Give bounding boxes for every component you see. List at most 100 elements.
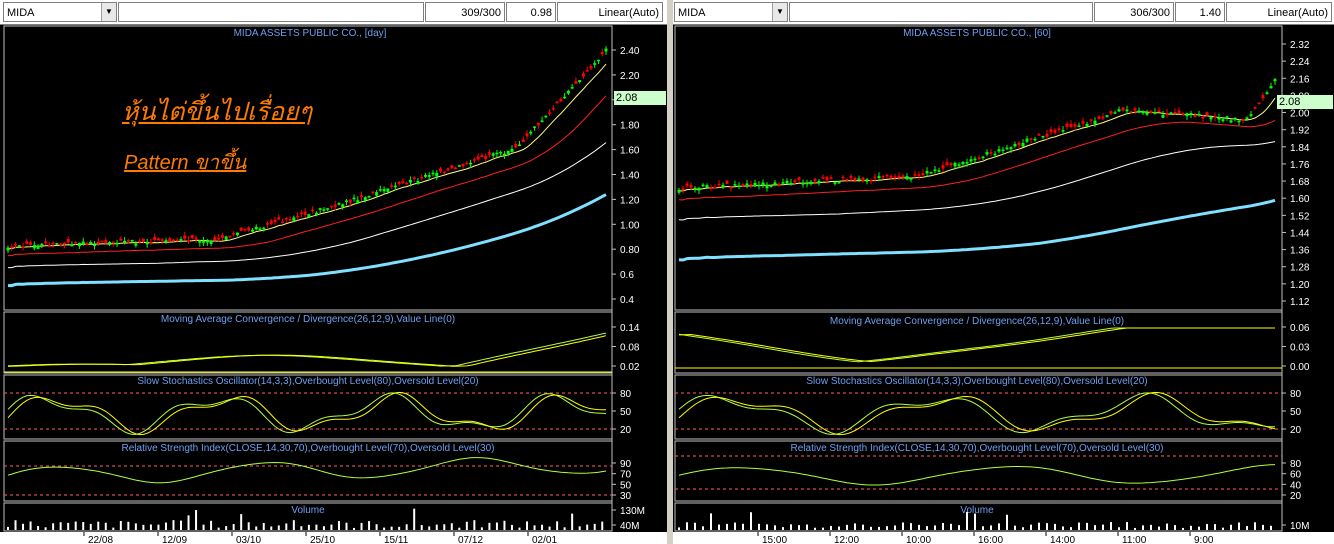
candle-body bbox=[153, 236, 157, 241]
candle-body bbox=[1261, 95, 1265, 99]
candle-body bbox=[363, 197, 367, 201]
rsi-tick-label: 50 bbox=[620, 480, 632, 491]
chart-window-hourly[interactable]: MIDA ▼ 306/300 1.40 Linear(Auto) 2.32 2.2… bbox=[673, 0, 1334, 544]
moving-average-long bbox=[678, 198, 1276, 262]
chart-canvas-daily[interactable]: 2.402.202.001.801.601.401.201.000.800.60… bbox=[0, 0, 667, 544]
candle-body bbox=[217, 237, 221, 240]
volume-bar bbox=[345, 522, 348, 530]
candle-body bbox=[322, 209, 326, 211]
volume-bar bbox=[990, 525, 992, 530]
scale-mode[interactable]: Linear(Auto) bbox=[557, 2, 663, 22]
volume-bar bbox=[375, 524, 378, 530]
candle-body bbox=[555, 101, 559, 104]
volume-bar bbox=[330, 524, 333, 530]
price-tick-label: 1.60 bbox=[620, 146, 640, 157]
candle-body bbox=[119, 238, 123, 241]
candle-body bbox=[1033, 138, 1037, 141]
candle-body bbox=[164, 240, 168, 243]
candle-body bbox=[333, 204, 337, 207]
candle-body bbox=[412, 177, 416, 179]
volume-bar bbox=[563, 527, 566, 530]
price-tick-label: 0.80 bbox=[620, 245, 640, 256]
volume-bar bbox=[750, 512, 752, 530]
candle-body bbox=[1049, 129, 1053, 133]
volume-bar bbox=[862, 524, 864, 530]
scale-mode[interactable]: Linear(Auto) bbox=[1226, 2, 1332, 22]
volume-bar bbox=[1198, 526, 1200, 530]
volume-bar bbox=[846, 524, 848, 530]
candle-body bbox=[476, 156, 480, 160]
macd-signal-line bbox=[678, 327, 1275, 363]
candle-body bbox=[817, 180, 821, 184]
candle-body bbox=[44, 241, 48, 244]
volume-bar bbox=[180, 520, 183, 530]
candle-body bbox=[865, 179, 869, 182]
volume-bar bbox=[702, 526, 704, 530]
candle-body bbox=[1001, 149, 1005, 152]
price-tick-label: 1.44 bbox=[1290, 228, 1310, 239]
candle-body bbox=[427, 175, 431, 177]
candle-body bbox=[194, 237, 198, 240]
candle-body bbox=[1065, 123, 1069, 127]
volume-bar bbox=[878, 526, 880, 530]
candle-body bbox=[367, 195, 371, 198]
candle-body bbox=[1149, 110, 1153, 114]
x-tick-label: 11:00 bbox=[1122, 535, 1147, 544]
symbol-selector[interactable]: MIDA ▼ bbox=[3, 2, 117, 22]
rsi-panel-title: Relative Strength Index(CLOSE,14,30,70),… bbox=[121, 443, 495, 454]
candle-body bbox=[725, 180, 729, 184]
candle-body bbox=[841, 176, 845, 179]
stoch-tick-label: 80 bbox=[620, 389, 632, 400]
x-tick-label: 25/10 bbox=[310, 535, 335, 544]
volume-bar bbox=[1126, 522, 1128, 530]
rsi-tick-label: 80 bbox=[1290, 459, 1302, 470]
chevron-down-icon[interactable]: ▼ bbox=[772, 3, 787, 21]
symbol-selector[interactable]: MIDA ▼ bbox=[674, 2, 788, 22]
candle-body bbox=[789, 182, 793, 185]
candle-body bbox=[1137, 110, 1141, 113]
candle-body bbox=[220, 235, 224, 238]
volume-bar bbox=[270, 526, 273, 530]
candle-body bbox=[925, 170, 929, 174]
volume-bar bbox=[1262, 524, 1264, 530]
volume-bar bbox=[435, 524, 438, 530]
candle-body bbox=[1201, 116, 1205, 119]
candle-body bbox=[1153, 111, 1157, 114]
candle-body bbox=[1093, 120, 1097, 125]
chart-canvas-hourly[interactable]: 2.32 2.24 2.16 2.082.00 1.92 1.84 1.76 1.68 1.60… bbox=[673, 0, 1334, 544]
candle-body bbox=[141, 238, 145, 242]
chart-window-daily[interactable]: MIDA ▼ 309/300 0.98 Linear(Auto) 2.40 2.2… bbox=[0, 0, 667, 544]
candle-body bbox=[292, 217, 296, 221]
macd-panel-title: Moving Average Convergence / Divergence(… bbox=[160, 314, 456, 325]
chevron-down-icon[interactable]: ▼ bbox=[101, 3, 116, 21]
candle-body bbox=[126, 240, 130, 242]
candle-body bbox=[797, 177, 801, 180]
candle-body bbox=[202, 240, 206, 243]
volume-bar bbox=[1038, 522, 1040, 530]
candle-body bbox=[386, 188, 390, 192]
price-tick-label: 0.6 bbox=[620, 270, 634, 281]
volume-bar bbox=[1022, 527, 1024, 530]
volume-bar bbox=[37, 526, 40, 530]
volume-bar bbox=[601, 521, 604, 530]
candle-body bbox=[1169, 112, 1173, 114]
volume-bar bbox=[910, 523, 912, 530]
candle-body bbox=[1161, 114, 1165, 118]
price-tick-label: 2.24 bbox=[1290, 57, 1310, 68]
candle-body bbox=[130, 240, 134, 242]
volume-bar bbox=[766, 524, 768, 530]
candle-body bbox=[853, 177, 857, 181]
volume-bar bbox=[44, 527, 47, 530]
volume-bar bbox=[89, 523, 92, 530]
volume-bar bbox=[112, 527, 115, 530]
volume-bar bbox=[353, 527, 356, 530]
candle-body bbox=[81, 241, 85, 244]
candle-body bbox=[187, 240, 191, 242]
candle-body bbox=[10, 246, 14, 248]
candle-body bbox=[1145, 112, 1149, 115]
volume-bar bbox=[285, 523, 288, 530]
candle-body bbox=[1057, 128, 1061, 130]
candle-body bbox=[781, 182, 785, 184]
candle-body bbox=[1133, 108, 1137, 111]
candle-body bbox=[439, 168, 443, 172]
